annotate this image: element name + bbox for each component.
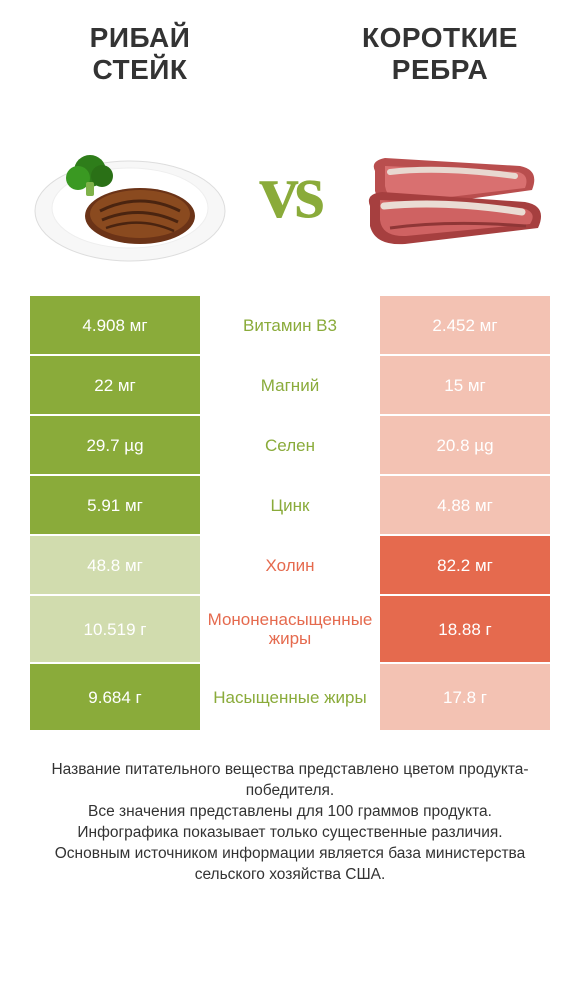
steak-plate-icon <box>30 116 230 266</box>
nutrient-name-cell: Насыщенные жиры <box>200 664 380 730</box>
right-value-cell: 17.8 г <box>380 664 550 730</box>
footnote-line: Основным источником информации является … <box>20 844 560 886</box>
table-row: 22 мгМагний15 мг <box>30 356 550 414</box>
left-food-title: Рибай стейк <box>40 22 240 86</box>
title-row: Рибай стейк Короткие ребра <box>0 0 580 86</box>
left-value-cell: 5.91 мг <box>30 476 200 534</box>
footnote-line: Все значения представлены для 100 граммо… <box>20 802 560 823</box>
left-value-cell: 10.519 г <box>30 596 200 662</box>
table-row: 10.519 гМононенасыщенные жиры18.88 г <box>30 596 550 662</box>
footnote-line: Инфографика показывает только существенн… <box>20 823 560 844</box>
left-food-image <box>30 116 230 266</box>
right-value-cell: 15 мг <box>380 356 550 414</box>
nutrient-name-cell: Мононенасыщенные жиры <box>200 596 380 662</box>
right-value-cell: 18.88 г <box>380 596 550 662</box>
table-row: 4.908 мгВитамин B32.452 мг <box>30 296 550 354</box>
table-row: 5.91 мгЦинк4.88 мг <box>30 476 550 534</box>
nutrition-table: 4.908 мгВитамин B32.452 мг22 мгМагний15 … <box>0 296 580 730</box>
right-food-image <box>350 116 550 266</box>
right-food-title: Короткие ребра <box>340 22 540 86</box>
nutrient-name-cell: Магний <box>200 356 380 414</box>
nutrient-name-cell: Витамин B3 <box>200 296 380 354</box>
vs-label: vs <box>259 146 320 236</box>
nutrient-name-cell: Селен <box>200 416 380 474</box>
nutrient-name-cell: Холин <box>200 536 380 594</box>
right-value-cell: 4.88 мг <box>380 476 550 534</box>
table-row: 48.8 мгХолин82.2 мг <box>30 536 550 594</box>
left-value-cell: 48.8 мг <box>30 536 200 594</box>
ribs-icon <box>350 116 550 266</box>
left-value-cell: 9.684 г <box>30 664 200 730</box>
left-value-cell: 22 мг <box>30 356 200 414</box>
nutrient-name-cell: Цинк <box>200 476 380 534</box>
table-row: 9.684 гНасыщенные жиры17.8 г <box>30 664 550 730</box>
right-value-cell: 20.8 µg <box>380 416 550 474</box>
left-value-cell: 29.7 µg <box>30 416 200 474</box>
right-value-cell: 2.452 мг <box>380 296 550 354</box>
right-value-cell: 82.2 мг <box>380 536 550 594</box>
vs-row: vs <box>0 86 580 286</box>
footnote: Название питательного вещества представл… <box>0 732 580 886</box>
footnote-line: Название питательного вещества представл… <box>20 760 560 802</box>
table-row: 29.7 µgСелен20.8 µg <box>30 416 550 474</box>
left-value-cell: 4.908 мг <box>30 296 200 354</box>
